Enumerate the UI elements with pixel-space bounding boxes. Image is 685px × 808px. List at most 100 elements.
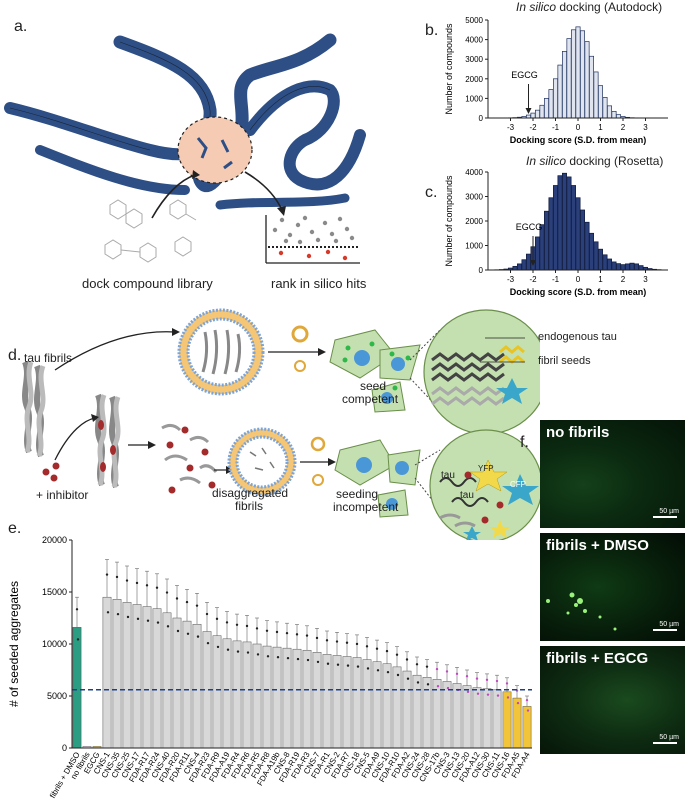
replicate-point bbox=[125, 579, 129, 582]
data-bar bbox=[502, 691, 512, 749]
replicate-point bbox=[216, 645, 220, 649]
replicate-point bbox=[386, 670, 390, 674]
replicate-point bbox=[306, 658, 310, 662]
panel-d-schematic bbox=[0, 308, 540, 540]
replicate-point bbox=[156, 621, 160, 624]
histogram-bar bbox=[575, 26, 581, 119]
replicate-point bbox=[265, 629, 269, 632]
micrograph-fibrils-dmso: fibrils + DMSO 50 µm bbox=[540, 533, 685, 641]
replicate-point bbox=[466, 690, 470, 694]
x-axis-label: Docking score (S.D. from mean) bbox=[510, 135, 647, 145]
data-bar bbox=[142, 606, 152, 749]
replicate-point bbox=[396, 673, 400, 677]
replicate-point bbox=[255, 627, 259, 630]
replicate-point bbox=[285, 631, 289, 635]
x-axis-label: Docking score (S.D. from mean) bbox=[510, 287, 647, 297]
scalebar-1 bbox=[653, 516, 677, 518]
chart-b-title: In silico docking (Autodock) bbox=[516, 0, 662, 14]
x-tick-label: 3 bbox=[643, 123, 648, 132]
histogram-bar bbox=[553, 78, 558, 119]
micrograph-label-2: fibrils + DMSO bbox=[546, 537, 649, 554]
replicate-point bbox=[395, 653, 399, 656]
label-fibril-seeds: fibril seeds bbox=[538, 355, 591, 367]
y-axis-label: # of seeded aggregates bbox=[7, 581, 21, 707]
replicate-point bbox=[335, 640, 339, 643]
y-tick-label: 0 bbox=[479, 114, 484, 123]
label-seeding-incompetent-2: incompetent bbox=[333, 500, 399, 514]
x-tick-label: -3 bbox=[507, 275, 515, 284]
data-bar bbox=[112, 599, 122, 749]
data-bar bbox=[222, 638, 232, 749]
replicate-point bbox=[276, 656, 280, 659]
replicate-point bbox=[105, 573, 109, 576]
y-tick-label: 4000 bbox=[465, 168, 483, 177]
replicate-point bbox=[336, 663, 340, 666]
cfp-star-icon bbox=[502, 474, 539, 505]
replicate-point bbox=[385, 649, 389, 653]
chart-b-title-rest: docking (Autodock) bbox=[556, 0, 663, 14]
data-bar bbox=[132, 604, 142, 749]
compound-library-icon bbox=[104, 199, 197, 263]
data-bar bbox=[402, 670, 412, 749]
annotation-label: EGCG bbox=[511, 70, 538, 80]
replicate-point bbox=[76, 638, 80, 641]
replicate-point bbox=[455, 672, 459, 676]
replicate-point bbox=[406, 677, 410, 680]
histogram-bar bbox=[562, 172, 567, 271]
data-bar bbox=[102, 596, 112, 749]
x-tick-label: 2 bbox=[621, 123, 626, 132]
y-tick-label: 20000 bbox=[42, 535, 67, 545]
replicate-point bbox=[136, 617, 140, 621]
histogram-bar bbox=[607, 105, 612, 119]
histogram-bar bbox=[602, 97, 608, 119]
replicate-point bbox=[295, 633, 299, 636]
replicate-point bbox=[135, 581, 139, 585]
replicate-point bbox=[196, 635, 200, 638]
chart-c-rosetta-histogram: 0 1000 2000 3000 4000 -3 -2 -1 0 1 2 3 Docking score… bbox=[444, 168, 668, 297]
panel-label-f: f. bbox=[520, 434, 529, 451]
cells-seeding-incompetent bbox=[334, 439, 421, 518]
replicate-point bbox=[366, 667, 370, 670]
data-bar bbox=[332, 655, 342, 749]
x-tick-label: -2 bbox=[529, 275, 537, 284]
data-bar bbox=[282, 647, 292, 749]
replicate-point bbox=[506, 696, 510, 699]
chart-c-title-italic: In silico bbox=[526, 154, 567, 168]
histogram-bar bbox=[589, 232, 594, 271]
histogram-bar bbox=[557, 175, 563, 271]
data-bar bbox=[382, 663, 392, 749]
micrograph-label-1: no fibrils bbox=[546, 424, 610, 441]
data-bar bbox=[352, 657, 362, 749]
replicate-point bbox=[485, 678, 489, 682]
replicate-point bbox=[486, 693, 490, 696]
histogram-bar bbox=[580, 30, 585, 119]
replicate-point bbox=[246, 651, 250, 654]
histogram-bar bbox=[517, 263, 522, 271]
replicate-point bbox=[206, 641, 210, 645]
replicate-point bbox=[315, 636, 319, 640]
histogram-bar bbox=[598, 85, 603, 119]
data-bar bbox=[492, 689, 502, 749]
histogram-bar bbox=[629, 262, 635, 271]
replicate-point bbox=[346, 664, 350, 667]
label-disaggregated-1: disaggregated bbox=[212, 486, 289, 500]
data-bar bbox=[312, 652, 322, 749]
replicate-point bbox=[155, 586, 159, 589]
data-bar bbox=[342, 656, 352, 749]
replicate-point bbox=[355, 642, 359, 646]
liposome-top bbox=[177, 308, 265, 396]
micrograph-no-fibrils: no fibrils 50 µm bbox=[540, 420, 685, 528]
histogram-bar bbox=[544, 98, 549, 119]
histogram-bar bbox=[530, 112, 536, 119]
y-axis-label: Number of compounds bbox=[444, 23, 454, 115]
micrograph-label-3: fibrils + EGCG bbox=[546, 650, 649, 667]
replicate-point bbox=[186, 632, 190, 636]
chart-b-title-italic: In silico bbox=[516, 0, 557, 14]
histogram-bar bbox=[598, 248, 603, 271]
data-bar bbox=[262, 645, 272, 749]
panel-label-e: e. bbox=[8, 520, 22, 537]
caption-rank-hits: rank in silico hits bbox=[271, 276, 367, 291]
data-bar bbox=[182, 620, 192, 749]
label-cfp: CFP bbox=[510, 480, 526, 489]
data-bar bbox=[472, 687, 482, 749]
